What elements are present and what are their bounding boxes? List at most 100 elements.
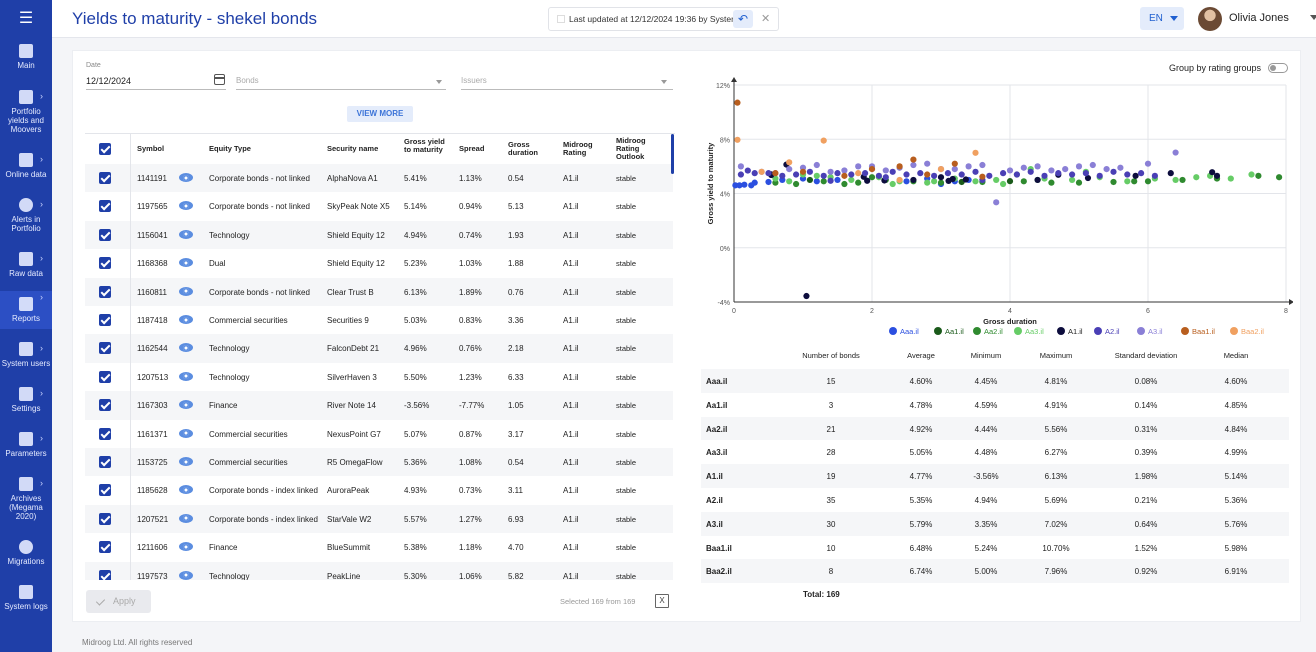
data-point-aaa-il[interactable] <box>834 176 841 184</box>
table-row[interactable]: 1141191 Corporate bonds - not linked Alpha… <box>85 164 673 193</box>
legend-marker[interactable] <box>934 327 942 335</box>
data-point-aa3-il[interactable] <box>848 176 855 184</box>
sidebar-item-system-logs[interactable]: System logs <box>0 585 52 619</box>
data-point-a3-il[interactable] <box>737 163 744 170</box>
data-point-a3-il[interactable] <box>882 167 889 174</box>
data-point-a1-il[interactable] <box>962 176 969 183</box>
user-menu-chevron-icon[interactable] <box>1310 15 1316 20</box>
data-point-baa2-il[interactable] <box>937 165 945 173</box>
legend-label[interactable]: Baa1.il <box>1192 327 1215 336</box>
header-rating[interactable]: Midroog Rating <box>563 140 593 157</box>
data-point-aa2-il[interactable] <box>937 179 945 186</box>
table-row[interactable]: 1187418 Commercial securities Securities 9… <box>85 306 673 334</box>
data-point-a1-il[interactable] <box>1084 174 1092 182</box>
undo-icon[interactable]: ↶ <box>733 10 753 28</box>
hamburger-menu-icon[interactable]: ☰ <box>18 10 34 27</box>
data-point-a1-il[interactable] <box>803 292 810 300</box>
data-point-aa2-il[interactable] <box>868 174 876 181</box>
table-scrollbar[interactable] <box>671 134 674 174</box>
sidebar-item-reports[interactable]: Reports › <box>0 291 52 329</box>
row-checkbox[interactable] <box>99 257 111 270</box>
data-point-a3-il[interactable] <box>1172 149 1179 156</box>
data-point-a3-il[interactable] <box>813 161 820 169</box>
sidebar-item-settings[interactable]: Settings › <box>0 387 52 421</box>
data-point-a2-il[interactable] <box>986 172 993 179</box>
data-point-aa3-il[interactable] <box>786 178 793 185</box>
data-point-a2-il[interactable] <box>1041 172 1048 179</box>
legend-label[interactable]: Baa2.il <box>1241 327 1264 336</box>
eye-icon[interactable] <box>179 229 193 239</box>
row-checkbox[interactable] <box>99 342 111 355</box>
eye-icon[interactable] <box>179 173 193 182</box>
row-checkbox[interactable] <box>99 285 111 298</box>
group-by-rating-toggle[interactable] <box>1268 63 1288 73</box>
sidebar-item-system-users[interactable]: System users › <box>0 342 52 376</box>
legend-marker[interactable] <box>1181 327 1189 335</box>
data-point-a2-il[interactable] <box>1000 170 1007 177</box>
eye-icon[interactable] <box>179 201 193 211</box>
data-point-aaa-il[interactable] <box>748 182 755 189</box>
data-point-aa2-il[interactable] <box>855 179 862 186</box>
table-row[interactable]: 1153725 Commercial securities R5 OmegaFlow… <box>85 448 673 477</box>
data-point-a3-il[interactable] <box>1089 161 1096 169</box>
data-point-a2-il[interactable] <box>1138 170 1145 177</box>
row-checkbox[interactable] <box>99 172 111 184</box>
data-point-baa2-il[interactable] <box>972 149 979 156</box>
row-checkbox[interactable] <box>99 541 111 554</box>
view-more-button[interactable]: VIEW MORE <box>347 106 413 122</box>
data-point-a1-il[interactable] <box>910 176 917 184</box>
eye-icon[interactable] <box>179 371 193 381</box>
data-point-a2-il[interactable] <box>834 170 841 177</box>
data-point-aaa-il[interactable] <box>903 178 910 185</box>
excel-export-icon[interactable]: X <box>655 594 669 608</box>
legend-label[interactable]: A1.il <box>1068 327 1083 336</box>
data-point-baa2-il[interactable] <box>786 159 793 166</box>
bonds-select[interactable]: Bonds <box>236 76 259 85</box>
sidebar-item-archives-megama-2020[interactable]: Archives (Megama 2020) › <box>0 477 52 529</box>
sidebar-item-online-data[interactable]: Online data › <box>0 153 52 185</box>
data-point-a2-il[interactable] <box>737 171 744 178</box>
data-point-a2-il[interactable] <box>1013 171 1020 178</box>
table-row[interactable]: 1185628 Corporate bonds - index linked Aur… <box>85 476 673 504</box>
data-point-aa2-il[interactable] <box>1110 178 1117 186</box>
eye-icon[interactable] <box>179 485 193 495</box>
sidebar-item-portfolio-yields-and-moovers[interactable]: Portfolio yields and Moovers › <box>0 90 52 140</box>
data-point-a3-il[interactable] <box>1062 165 1069 173</box>
data-point-a3-il[interactable] <box>1117 164 1124 171</box>
header-symbol[interactable]: Symbol <box>137 144 165 153</box>
data-point-baa1-il[interactable] <box>841 172 848 179</box>
data-point-a2-il[interactable] <box>1124 171 1131 178</box>
row-checkbox[interactable] <box>99 370 111 383</box>
data-point-a3-il[interactable] <box>827 168 834 175</box>
data-point-a1-il[interactable] <box>945 177 952 184</box>
legend-marker[interactable] <box>889 327 897 335</box>
data-point-a3-il[interactable] <box>951 165 958 173</box>
data-point-baa1-il[interactable] <box>868 165 876 173</box>
eye-icon[interactable] <box>179 457 193 466</box>
eye-icon[interactable] <box>179 400 193 410</box>
date-field[interactable]: 12/12/2024 <box>86 76 132 86</box>
data-point-a3-il[interactable] <box>1006 167 1014 174</box>
legend-marker[interactable] <box>973 327 981 335</box>
data-point-aa2-il[interactable] <box>1048 179 1055 186</box>
row-checkbox[interactable] <box>99 484 111 497</box>
legend-label[interactable]: A3.il <box>1148 327 1163 336</box>
data-point-baa1-il[interactable] <box>910 156 917 163</box>
data-point-a1-il[interactable] <box>1209 169 1216 176</box>
language-select[interactable]: EN <box>1140 7 1184 30</box>
data-point-a3-il[interactable] <box>910 161 917 169</box>
data-point-baa1-il[interactable] <box>896 163 903 170</box>
data-point-a2-il[interactable] <box>793 171 800 178</box>
issuers-chevron-down-icon[interactable] <box>661 80 667 84</box>
eye-icon[interactable] <box>179 513 193 523</box>
data-point-aa1-il[interactable] <box>806 176 813 184</box>
data-point-a1-il[interactable] <box>1034 176 1041 184</box>
data-point-a2-il[interactable] <box>1027 168 1034 175</box>
table-row[interactable]: 1211606 Finance BlueSummit 5.38% 1.18% 4.70 A1… <box>85 533 673 561</box>
table-row[interactable]: 1160811 Corporate bonds - not linked Clear… <box>85 277 673 306</box>
data-point-a3-il[interactable] <box>979 161 986 169</box>
data-point-a1-il[interactable] <box>1167 170 1174 177</box>
eye-icon[interactable] <box>179 286 193 296</box>
legend-marker[interactable] <box>1057 327 1065 335</box>
data-point-baa2-il[interactable] <box>734 136 741 143</box>
